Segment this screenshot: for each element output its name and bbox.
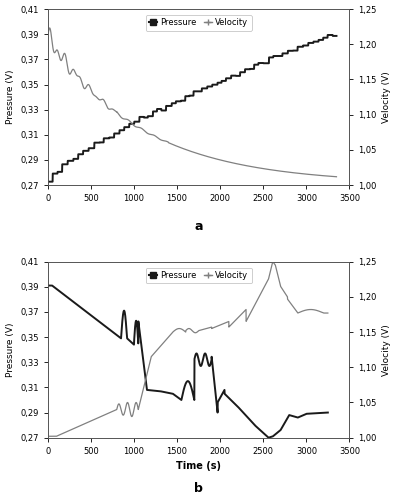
Pressure	[45, 282, 50, 288]
Pressure	[104, 324, 108, 330]
Pressure	[45, 178, 50, 184]
Velocity	[243, 307, 248, 313]
Text: a: a	[195, 220, 203, 234]
Pressure	[319, 37, 324, 43]
Pressure	[265, 434, 270, 440]
Y-axis label: Velocity (V): Velocity (V)	[382, 324, 391, 376]
Line: Pressure: Pressure	[48, 35, 337, 182]
Pressure	[64, 294, 69, 300]
Velocity	[315, 172, 320, 178]
Velocity	[104, 412, 108, 418]
Legend: Pressure, Velocity: Pressure, Velocity	[146, 268, 252, 283]
Pressure	[243, 412, 248, 418]
Velocity	[45, 34, 50, 40]
Velocity	[200, 326, 205, 332]
Line: Pressure: Pressure	[48, 286, 328, 438]
Velocity	[45, 434, 50, 440]
Pressure	[325, 32, 330, 38]
Y-axis label: Pressure (V): Pressure (V)	[6, 322, 15, 377]
Pressure	[334, 33, 339, 39]
Velocity	[64, 428, 69, 434]
Velocity	[47, 25, 52, 31]
Velocity	[134, 400, 139, 406]
Velocity	[251, 164, 255, 170]
Pressure	[326, 410, 330, 416]
Pressure	[200, 360, 205, 366]
Velocity	[319, 172, 324, 178]
Line: Velocity: Velocity	[48, 262, 328, 436]
Pressure	[109, 134, 114, 140]
Pressure	[205, 84, 210, 89]
X-axis label: Time (s): Time (s)	[176, 462, 221, 471]
Pressure	[266, 434, 271, 440]
Pressure	[251, 66, 255, 72]
Text: b: b	[194, 482, 203, 494]
Velocity	[265, 279, 270, 285]
Velocity	[326, 173, 331, 179]
Legend: Pressure, Velocity: Pressure, Velocity	[146, 15, 252, 30]
Velocity	[326, 310, 330, 316]
Velocity	[205, 154, 210, 160]
Y-axis label: Pressure (V): Pressure (V)	[6, 70, 15, 124]
Line: Velocity: Velocity	[48, 28, 337, 176]
Velocity	[270, 258, 275, 264]
Velocity	[109, 106, 114, 112]
Y-axis label: Velocity (V): Velocity (V)	[382, 71, 391, 123]
Velocity	[334, 174, 339, 180]
Pressure	[326, 32, 331, 38]
Pressure	[134, 318, 139, 324]
Pressure	[315, 38, 320, 44]
